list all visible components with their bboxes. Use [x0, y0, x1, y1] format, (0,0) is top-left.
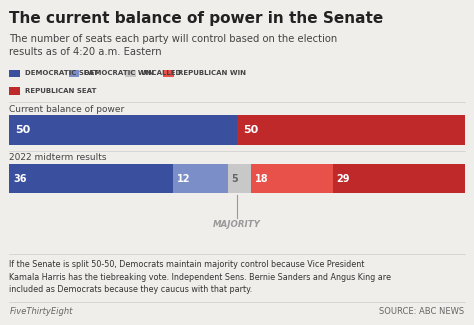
Bar [163, 70, 173, 77]
Bar [228, 164, 251, 193]
Text: REPUBLICAN SEAT: REPUBLICAN SEAT [25, 88, 96, 94]
Text: 50: 50 [243, 125, 258, 135]
Bar [9, 115, 237, 145]
Text: The current balance of power in the Senate: The current balance of power in the Sena… [9, 11, 384, 26]
Bar [125, 70, 136, 77]
Bar [333, 164, 465, 193]
Text: The number of seats each party will control based on the election
results as of : The number of seats each party will cont… [9, 34, 338, 57]
Text: Current balance of power: Current balance of power [9, 105, 125, 114]
Text: If the Senate is split 50-50, Democrats maintain majority control because Vice P: If the Senate is split 50-50, Democrats … [9, 260, 392, 294]
Text: MAJORITY: MAJORITY [213, 220, 261, 229]
Bar [173, 164, 228, 193]
Bar [9, 87, 20, 95]
Text: 5: 5 [232, 174, 238, 184]
Bar [69, 70, 79, 77]
Text: 2022 midterm results: 2022 midterm results [9, 153, 107, 162]
Text: 29: 29 [337, 174, 350, 184]
Text: DEMOCRATIC WIN: DEMOCRATIC WIN [84, 70, 154, 76]
Bar [251, 164, 333, 193]
Text: REPUBLICAN WIN: REPUBLICAN WIN [178, 70, 246, 76]
Text: 36: 36 [13, 174, 27, 184]
Bar [9, 70, 20, 77]
Text: 18: 18 [255, 174, 268, 184]
Text: SOURCE: ABC NEWS: SOURCE: ABC NEWS [379, 307, 465, 316]
Bar [237, 115, 465, 145]
Text: FiveThirtyEight: FiveThirtyEight [9, 307, 73, 316]
Text: 50: 50 [15, 125, 30, 135]
Text: DEMOCRATIC SEAT: DEMOCRATIC SEAT [25, 70, 98, 76]
Bar [9, 164, 173, 193]
Text: 12: 12 [177, 174, 191, 184]
Text: UNCALLED: UNCALLED [140, 70, 182, 76]
